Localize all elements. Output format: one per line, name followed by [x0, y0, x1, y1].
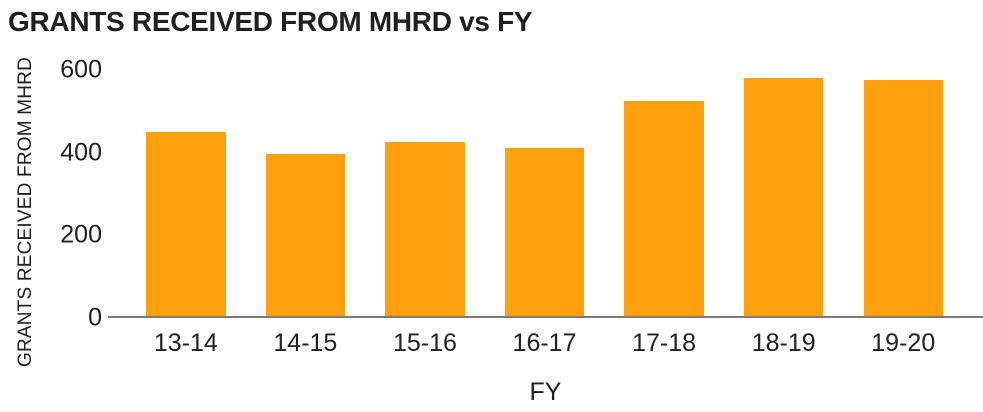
x-axis-tick-labels: 13-14 14-15 15-16 16-17 17-18 18-19 19-20 — [108, 330, 983, 356]
bars-row — [108, 70, 983, 316]
chart-title: GRANTS RECEIVED FROM MHRD vs FY — [8, 6, 533, 37]
y-tick-label: 0 — [88, 303, 102, 332]
x-tick-label: 17-18 — [632, 329, 697, 357]
y-axis-tick-labels: 0 200 400 600 — [0, 56, 102, 332]
bar-14-15 — [265, 154, 346, 316]
bar-18-19 — [743, 78, 824, 316]
x-tick-label: 19-20 — [871, 329, 936, 357]
bar-17-18 — [624, 100, 704, 316]
bar-slot — [246, 70, 366, 316]
bar-slot — [485, 70, 605, 316]
bar-slot — [604, 70, 724, 316]
y-tick-label: 600 — [60, 55, 102, 84]
bar-16-17 — [504, 147, 585, 316]
x-tick-label: 14-15 — [273, 329, 338, 357]
x-tick-label: 13-14 — [153, 329, 218, 357]
x-tick-label: 18-19 — [751, 329, 816, 357]
y-tick-label: 200 — [60, 220, 102, 249]
x-tick-label: 15-16 — [392, 329, 457, 357]
bar-slot — [126, 70, 246, 316]
bar-15-16 — [385, 141, 465, 316]
plot-area — [108, 70, 983, 318]
bar-13-14 — [146, 131, 226, 316]
bar-slot — [365, 70, 485, 316]
bar-slot — [843, 70, 963, 316]
bar-19-20 — [863, 80, 944, 316]
x-tick-label: 16-17 — [512, 329, 577, 357]
bar-slot — [724, 70, 844, 316]
y-tick-label: 400 — [60, 138, 102, 167]
x-axis-title: FY — [529, 378, 562, 406]
